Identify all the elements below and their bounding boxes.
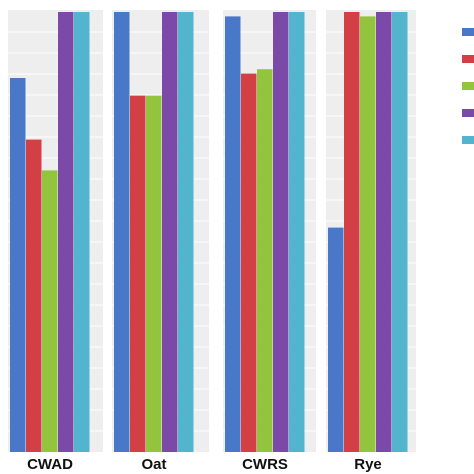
legend (462, 28, 474, 144)
bar-oat-series-2 (130, 95, 146, 452)
bar-cwad-series-4 (58, 12, 74, 452)
bar-rye-series-3 (360, 16, 376, 453)
legend-swatch-4 (462, 109, 474, 117)
bar-rye-series-5 (392, 12, 408, 452)
bar-cwad-series-3 (42, 170, 58, 452)
bar-rye-series-4 (376, 12, 392, 452)
bar-oat-series-1 (114, 12, 130, 452)
bar-cwrs-series-4 (273, 12, 289, 452)
bar-cwrs-series-5 (289, 12, 305, 452)
bar-oat-series-4 (162, 12, 178, 452)
category-label-oat: Oat (141, 456, 166, 473)
legend-swatches (462, 28, 474, 144)
legend-swatch-5 (462, 136, 474, 144)
category-label-cwrs: CWRS (242, 456, 288, 473)
category-labels: CWAD Oat CWRS Rye (27, 456, 382, 473)
bar-cwad-series-2 (26, 139, 42, 452)
bars (10, 12, 408, 453)
legend-swatch-2 (462, 55, 474, 63)
bar-rye-series-2 (344, 12, 360, 452)
legend-swatch-3 (462, 82, 474, 90)
category-label-rye: Rye (354, 456, 382, 473)
bar-oat-series-3 (146, 95, 162, 452)
bar-cwrs-series-1 (225, 16, 241, 453)
bar-cwrs-series-3 (257, 69, 273, 452)
bar-cwrs-series-2 (241, 73, 257, 452)
bar-oat-series-5 (178, 12, 194, 452)
bar-cwad-series-1 (10, 78, 26, 452)
category-label-cwad: CWAD (27, 456, 73, 473)
bar-cwad-series-5 (74, 12, 90, 452)
legend-swatch-1 (462, 28, 474, 36)
bar-rye-series-1 (328, 227, 344, 452)
